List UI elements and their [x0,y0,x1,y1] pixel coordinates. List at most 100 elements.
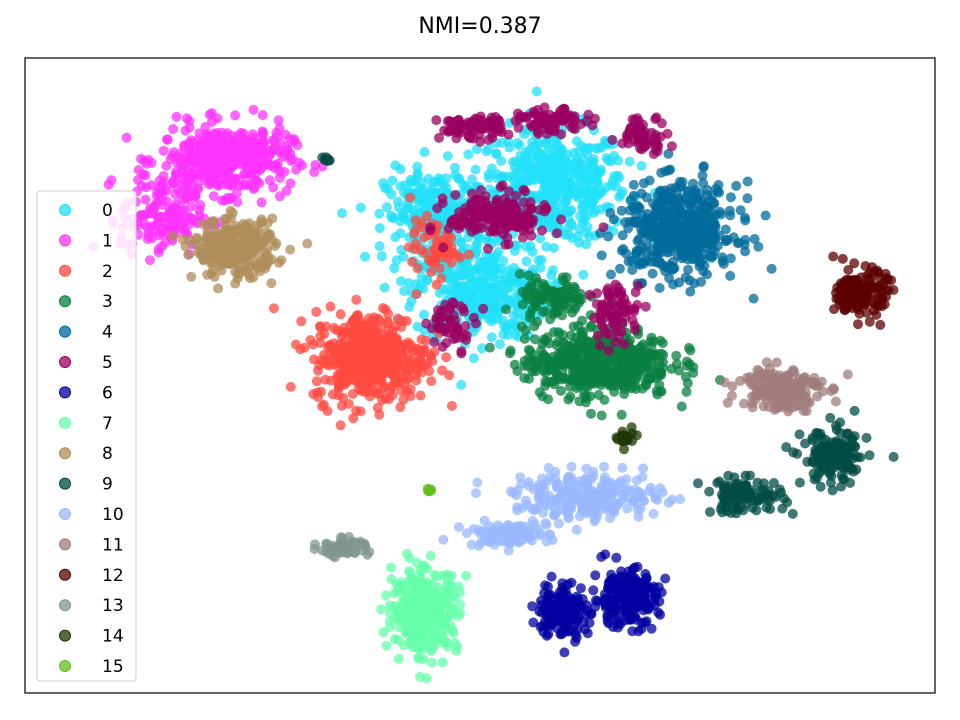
point-cluster-0 [386,189,397,200]
point-cluster-4 [639,226,650,237]
point-cluster-4 [629,216,639,227]
point-cluster-5 [608,318,619,328]
point-cluster-4 [708,197,719,208]
point-cluster-1 [189,192,200,203]
point-cluster-2 [444,370,455,381]
point-cluster-6 [554,587,565,598]
point-cluster-7 [461,570,471,581]
point-cluster-0 [580,190,591,200]
point-cluster-5 [533,121,544,131]
point-cluster-3 [547,358,558,369]
point-cluster-1 [143,154,154,165]
point-cluster-0 [569,159,580,169]
point-cluster-0 [412,321,423,332]
point-cluster-5 [448,298,459,309]
point-cluster-0 [552,150,563,161]
point-cluster-6 [540,616,550,627]
point-cluster-4 [627,265,638,275]
point-cluster-7 [426,604,437,615]
point-cluster-5 [498,209,509,220]
point-cluster-5 [445,314,455,325]
point-cluster-2 [335,420,346,431]
point-cluster-7 [381,640,392,651]
point-cluster-0 [376,251,387,262]
point-cluster-7 [399,602,410,612]
point-cluster-4 [644,175,655,186]
point-cluster-5 [600,327,611,338]
point-cluster-9 [828,444,839,455]
point-cluster-5 [438,242,449,253]
point-cluster-5 [607,134,618,145]
point-cluster-5 [513,122,524,133]
point-cluster-9 [837,441,848,452]
point-cluster-5 [451,133,462,144]
point-cluster-0 [442,208,453,219]
point-cluster-0 [613,155,623,166]
point-cluster-3 [570,303,581,314]
point-cluster-2 [416,217,427,228]
point-cluster-2 [363,360,374,371]
point-cluster-3 [552,289,563,300]
point-cluster-4 [671,197,682,208]
point-cluster-5 [460,321,471,331]
point-cluster-5 [635,143,646,154]
point-cluster-0 [515,164,525,174]
point-cluster-8 [212,234,223,245]
point-cluster-0 [470,265,481,275]
point-cluster-3 [577,315,588,326]
point-cluster-2 [421,335,431,346]
point-cluster-2 [308,389,319,399]
point-cluster-1 [161,185,172,196]
point-cluster-3 [593,389,604,400]
point-cluster-7 [385,562,396,573]
point-cluster-3 [565,381,575,392]
point-cluster-4 [725,210,736,221]
point-cluster-5 [454,207,465,218]
point-cluster-4 [654,283,665,293]
point-cluster-0 [502,282,513,293]
point-cluster-0 [387,175,398,186]
point-cluster-6 [528,617,539,628]
point-cluster-2 [446,400,457,411]
point-cluster-7 [403,627,414,638]
point-cluster-9 [838,453,849,464]
point-cluster-9 [836,481,847,492]
point-cluster-3 [528,349,539,360]
point-cluster-4 [742,176,753,187]
point-cluster-8 [167,231,178,241]
point-cluster-1 [181,192,192,203]
point-cluster-7 [393,635,404,646]
point-cluster-0 [379,282,390,293]
point-cluster-4 [740,234,751,245]
point-cluster-0 [374,223,385,234]
point-cluster-8 [206,216,217,227]
point-cluster-4 [683,264,694,275]
point-cluster-3 [504,348,515,359]
point-cluster-0 [504,142,515,153]
point-cluster-4 [748,293,759,304]
point-cluster-2 [401,316,412,326]
point-cluster-5 [483,243,493,254]
point-cluster-7 [449,638,460,648]
point-cluster-7 [403,590,414,601]
point-cluster-3 [688,367,699,378]
point-cluster-4 [749,234,760,244]
point-cluster-4 [691,244,702,255]
point-cluster-5 [483,203,494,213]
point-cluster-6 [655,609,666,620]
point-cluster-5 [458,303,469,314]
point-cluster-2 [390,321,401,332]
point-cluster-9 [864,450,875,461]
point-cluster-4 [685,286,696,297]
point-cluster-5 [564,110,575,121]
point-cluster-0 [470,164,481,175]
point-cluster-0 [471,144,482,155]
point-cluster-0 [521,175,532,186]
point-cluster-1 [257,126,268,137]
point-cluster-3 [538,307,548,317]
point-cluster-8 [197,218,208,229]
point-cluster-0 [584,231,595,242]
point-cluster-1 [121,132,132,143]
point-cluster-2 [325,301,336,312]
point-cluster-3 [576,349,587,360]
